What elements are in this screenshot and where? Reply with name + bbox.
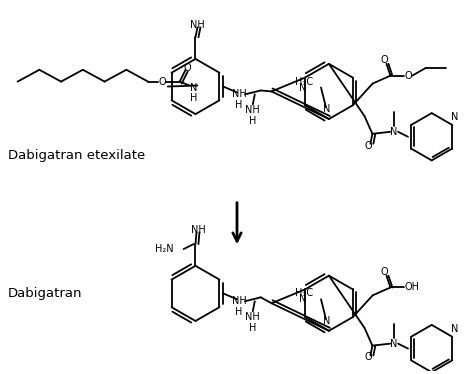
Text: OH: OH — [405, 282, 419, 292]
Text: H₃C: H₃C — [295, 288, 313, 298]
Text: H: H — [235, 307, 243, 317]
Text: O: O — [381, 267, 388, 277]
Text: N: N — [391, 338, 398, 349]
Text: N: N — [450, 324, 458, 334]
Text: NH: NH — [232, 296, 246, 306]
Text: O: O — [404, 71, 412, 81]
Text: NH: NH — [190, 21, 205, 30]
Text: Dabigatran: Dabigatran — [8, 287, 82, 300]
Text: NH: NH — [246, 312, 260, 322]
Text: NH: NH — [191, 226, 206, 235]
Text: NH: NH — [232, 89, 246, 99]
Text: O: O — [184, 63, 191, 73]
Text: H: H — [190, 94, 197, 103]
Text: N: N — [190, 83, 197, 92]
Text: N: N — [299, 83, 307, 92]
Text: H: H — [249, 116, 256, 126]
Text: N: N — [299, 294, 307, 304]
Text: H: H — [249, 323, 256, 333]
Text: H: H — [235, 100, 243, 110]
Text: N: N — [391, 127, 398, 137]
Text: N: N — [450, 112, 458, 122]
Text: NH: NH — [246, 105, 260, 115]
Text: O: O — [381, 55, 388, 65]
Text: O: O — [158, 77, 166, 87]
Text: H₂N: H₂N — [155, 244, 174, 254]
Text: H₃C: H₃C — [295, 77, 313, 87]
Text: N: N — [323, 104, 331, 114]
Text: O: O — [365, 352, 372, 362]
Text: O: O — [365, 141, 372, 151]
Text: Dabigatran etexilate: Dabigatran etexilate — [8, 149, 145, 162]
Text: N: N — [323, 316, 331, 326]
